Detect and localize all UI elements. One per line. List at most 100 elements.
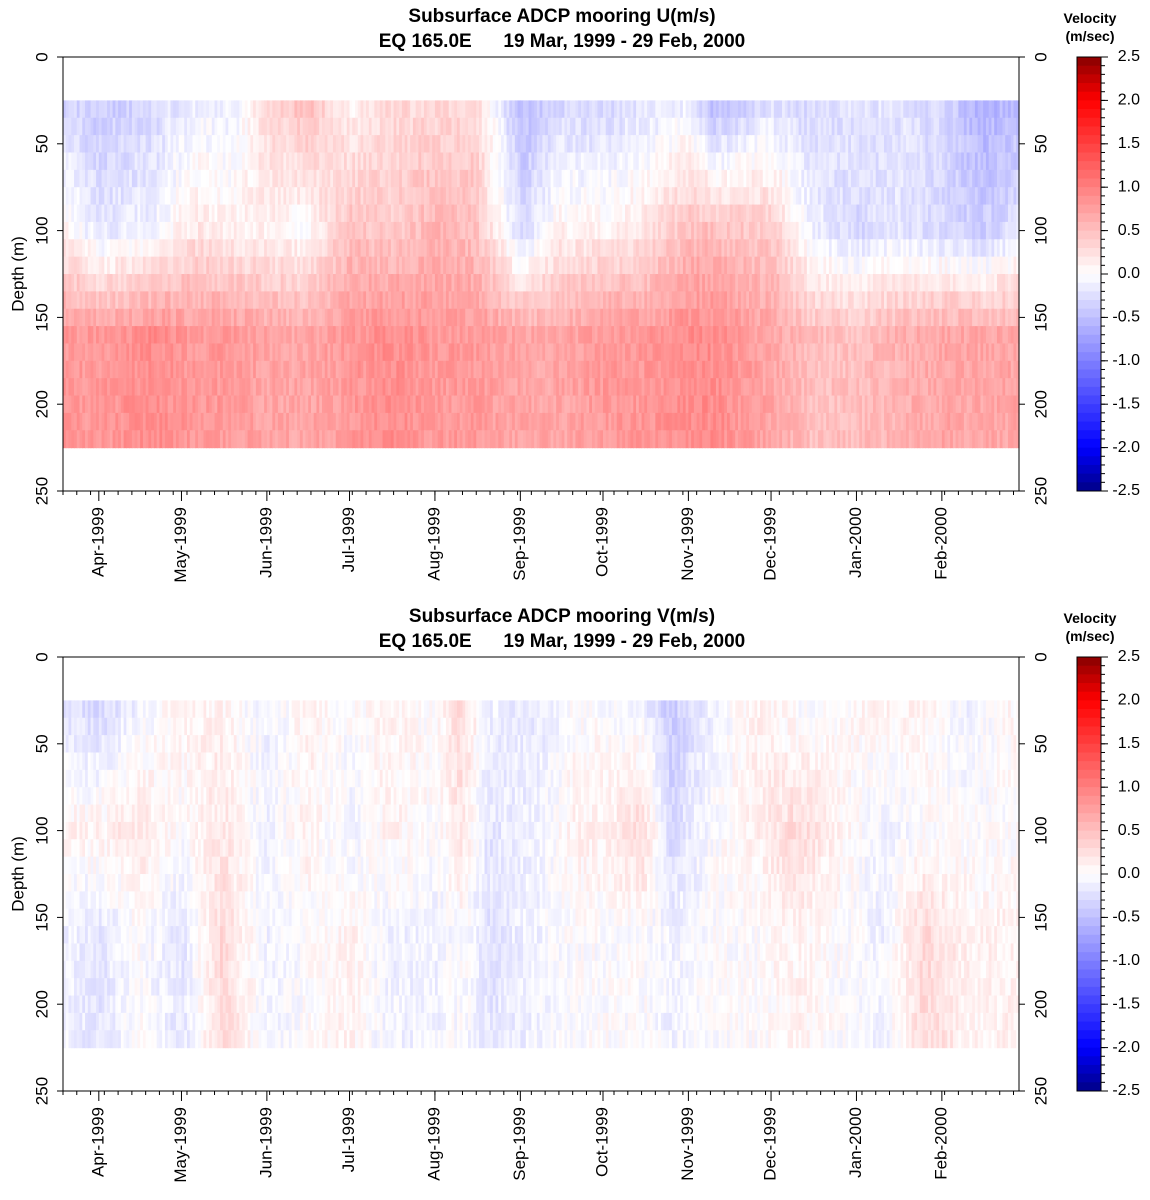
heatmap-cell <box>746 378 750 397</box>
heatmap-cell <box>349 239 353 258</box>
heatmap-cell <box>357 274 362 292</box>
heatmap-cell <box>109 135 114 154</box>
heatmap-cell <box>393 152 397 171</box>
heatmap-cell <box>302 117 307 136</box>
heatmap-cell <box>693 239 698 258</box>
heatmap-cell <box>236 308 240 327</box>
heatmap-cell <box>691 395 695 414</box>
heatmap-cell <box>473 343 477 362</box>
heatmap-cell <box>327 187 331 206</box>
heatmap-cell <box>115 326 119 345</box>
heatmap-cell <box>605 117 610 136</box>
heatmap-cell <box>324 308 329 327</box>
heatmap-cell <box>266 256 271 275</box>
heatmap-cell <box>330 204 334 223</box>
heatmap-cell <box>200 430 205 449</box>
heatmap-cell <box>649 187 654 206</box>
heatmap-cell <box>170 343 174 362</box>
heatmap-cell <box>316 412 320 431</box>
heatmap-cell <box>107 256 111 275</box>
heatmap-cell <box>294 412 298 431</box>
heatmap-cell <box>611 343 615 362</box>
heatmap-cell <box>726 412 731 431</box>
heatmap-cell <box>487 343 491 362</box>
heatmap-cell <box>305 117 309 136</box>
heatmap-cell <box>663 360 667 379</box>
heatmap-cell <box>129 378 133 397</box>
heatmap-cell <box>231 204 235 223</box>
heatmap-cell <box>432 412 436 431</box>
heatmap-cell <box>600 204 604 223</box>
heatmap-cell <box>669 152 673 171</box>
heatmap-cell <box>250 135 254 154</box>
heatmap-cell <box>255 221 260 240</box>
heatmap-cell <box>258 308 262 327</box>
heatmap-cell <box>492 412 497 431</box>
heatmap-cell <box>732 152 736 171</box>
heatmap-cell <box>258 256 262 275</box>
heatmap-cell <box>236 135 240 154</box>
heatmap-cell <box>644 291 648 310</box>
heatmap-cell <box>536 360 541 379</box>
heatmap-cell <box>277 360 282 379</box>
heatmap-cell <box>167 326 172 345</box>
heatmap-cell <box>126 256 130 275</box>
heatmap-cell <box>641 117 645 136</box>
heatmap-cell <box>743 117 747 136</box>
heatmap-cell <box>572 343 577 362</box>
heatmap-cell <box>101 100 105 119</box>
heatmap-cell <box>195 308 199 327</box>
heatmap-cell <box>749 221 753 240</box>
heatmap-cell <box>553 412 557 431</box>
heatmap-cell <box>410 308 414 327</box>
heatmap-cell <box>572 135 577 154</box>
heatmap-cell <box>313 187 318 206</box>
heatmap-cell <box>352 291 356 310</box>
heatmap-cell <box>465 100 469 119</box>
heatmap-cell <box>266 412 271 431</box>
heatmap-cell <box>310 221 315 240</box>
heatmap-cell <box>564 378 568 397</box>
heatmap-cell <box>627 169 632 188</box>
heatmap-cell <box>319 412 323 431</box>
heatmap-cell <box>602 412 607 431</box>
heatmap-cell <box>87 360 92 379</box>
heatmap-cell <box>429 343 433 362</box>
heatmap-cell <box>264 204 268 223</box>
heatmap-cell <box>547 291 552 310</box>
heatmap-cell <box>440 274 444 292</box>
heatmap-cell <box>578 326 582 345</box>
heatmap-cell <box>481 187 486 206</box>
heatmap-cell <box>145 256 150 275</box>
heatmap-cell <box>580 239 585 258</box>
heatmap-cell <box>553 256 557 275</box>
heatmap-cell <box>151 117 155 136</box>
heatmap-cell <box>275 117 279 136</box>
heatmap-cell <box>614 169 618 188</box>
heatmap-cell <box>344 169 348 188</box>
heatmap-cell <box>65 291 70 310</box>
heatmap-cell <box>299 204 304 223</box>
heatmap-cell <box>644 256 648 275</box>
heatmap-cell <box>649 135 654 154</box>
heatmap-cell <box>724 187 728 206</box>
heatmap-cell <box>96 378 100 397</box>
heatmap-cell <box>321 412 326 431</box>
heatmap-cell <box>669 378 673 397</box>
heatmap-cell <box>583 169 588 188</box>
heatmap-cell <box>269 291 273 310</box>
heatmap-cell <box>484 117 488 136</box>
heatmap-cell <box>652 274 656 292</box>
heatmap-cell <box>153 135 158 154</box>
heatmap-cell <box>525 135 530 154</box>
heatmap-cell <box>550 343 554 362</box>
heatmap-cell <box>200 308 205 327</box>
heatmap-cell <box>79 291 83 310</box>
heatmap-cell <box>272 187 276 206</box>
heatmap-cell <box>561 395 566 414</box>
heatmap-cell <box>63 204 67 223</box>
heatmap-cell <box>655 221 659 240</box>
heatmap-cell <box>399 412 403 431</box>
heatmap-cell <box>481 412 486 431</box>
heatmap-cell <box>101 291 105 310</box>
